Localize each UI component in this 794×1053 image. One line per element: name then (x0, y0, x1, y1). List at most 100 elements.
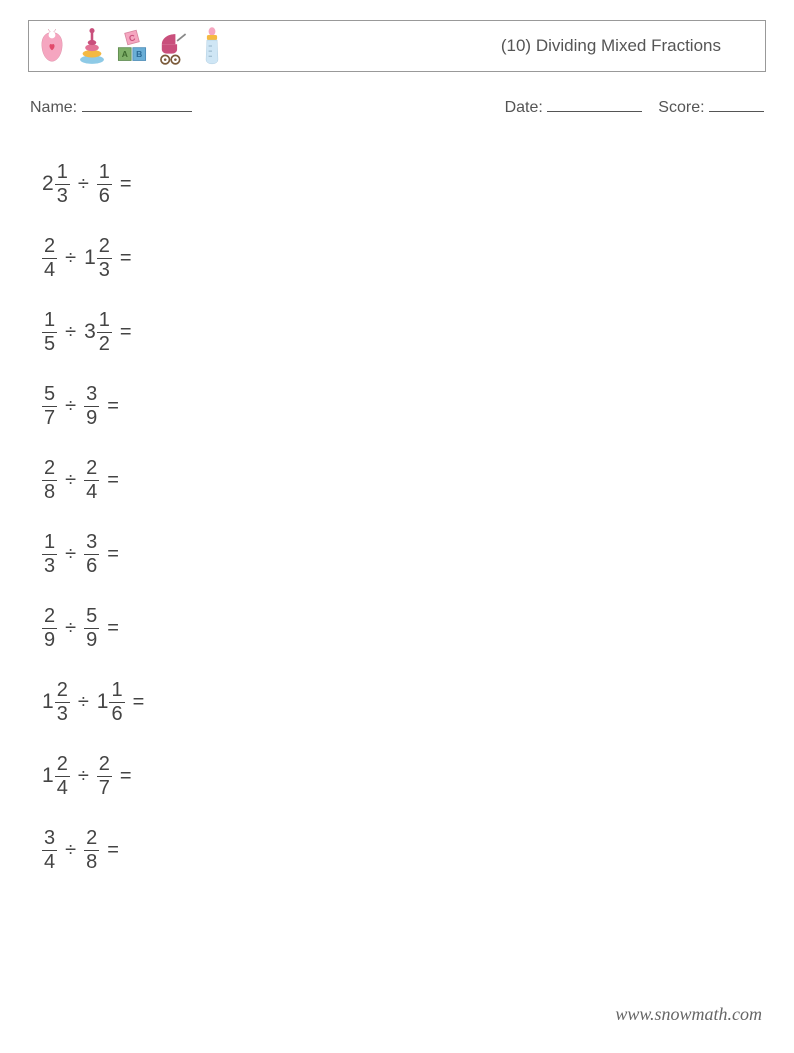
mixed-fraction: 28 (84, 828, 99, 873)
numerator: 2 (84, 458, 99, 479)
numerator: 1 (97, 310, 112, 331)
whole-part: 1 (84, 246, 97, 270)
numerator: 5 (84, 606, 99, 627)
footer-attribution: www.snowmath.com (615, 1004, 762, 1025)
whole-part: 3 (84, 320, 97, 344)
numerator: 2 (42, 606, 57, 627)
name-field: Name: (30, 98, 192, 117)
mixed-fraction: 16 (97, 162, 112, 207)
problem-row: 15÷312= (42, 295, 766, 369)
mixed-fraction: 29 (42, 606, 57, 651)
stroller-icon (155, 25, 189, 67)
denominator: 4 (42, 852, 57, 873)
fraction: 39 (84, 384, 99, 429)
equals-sign: = (99, 395, 119, 418)
mixed-fraction: 24 (84, 458, 99, 503)
mixed-fraction: 27 (97, 754, 112, 799)
numerator: 2 (97, 236, 112, 257)
fraction: 24 (84, 458, 99, 503)
division-operator: ÷ (57, 617, 84, 640)
mixed-fraction: 123 (42, 680, 70, 725)
numerator: 3 (42, 828, 57, 849)
division-operator: ÷ (57, 395, 84, 418)
division-operator: ÷ (57, 247, 84, 270)
fraction: 13 (55, 162, 70, 207)
blocks-icon: C A B (115, 25, 149, 67)
mixed-fraction: 15 (42, 310, 57, 355)
mixed-fraction: 28 (42, 458, 57, 503)
problem-row: 28÷24= (42, 443, 766, 517)
division-operator: ÷ (70, 691, 97, 714)
whole-part: 1 (97, 690, 110, 714)
equals-sign: = (112, 321, 132, 344)
denominator: 7 (42, 408, 57, 429)
equals-sign: = (125, 691, 145, 714)
fraction: 23 (55, 680, 70, 725)
fraction: 13 (42, 532, 57, 577)
equals-sign: = (99, 543, 119, 566)
mixed-fraction: 13 (42, 532, 57, 577)
bib-icon (35, 25, 69, 67)
numerator: 1 (42, 310, 57, 331)
fraction: 12 (97, 310, 112, 355)
denominator: 9 (84, 408, 99, 429)
fraction: 29 (42, 606, 57, 651)
fraction: 24 (55, 754, 70, 799)
stacking-rings-icon (75, 25, 109, 67)
denominator: 8 (42, 482, 57, 503)
fraction: 16 (109, 680, 124, 725)
problem-row: 13÷36= (42, 517, 766, 591)
fraction: 15 (42, 310, 57, 355)
mixed-fraction: 34 (42, 828, 57, 873)
score-field: Score: (658, 98, 764, 117)
worksheet-page: C A B (0, 0, 794, 1053)
meta-row: Name: Date: Score: (28, 98, 766, 117)
numerator: 2 (42, 236, 57, 257)
name-blank[interactable] (82, 98, 192, 112)
denominator: 3 (55, 704, 70, 725)
date-blank[interactable] (547, 98, 642, 112)
equals-sign: = (112, 173, 132, 196)
division-operator: ÷ (57, 543, 84, 566)
name-label: Name: (30, 99, 77, 116)
denominator: 6 (84, 556, 99, 577)
mixed-fraction: 24 (42, 236, 57, 281)
denominator: 8 (84, 852, 99, 873)
numerator: 2 (55, 754, 70, 775)
mixed-fraction: 59 (84, 606, 99, 651)
mixed-fraction: 36 (84, 532, 99, 577)
whole-part: 1 (42, 690, 55, 714)
denominator: 3 (97, 260, 112, 281)
svg-text:A: A (122, 49, 128, 59)
score-blank[interactable] (709, 98, 764, 112)
fraction: 28 (84, 828, 99, 873)
worksheet-title: (10) Dividing Mixed Fractions (501, 36, 751, 56)
numerator: 2 (55, 680, 70, 701)
problems-list: 213÷16=24÷123=15÷312=57÷39=28÷24=13÷36=2… (28, 147, 766, 887)
division-operator: ÷ (57, 321, 84, 344)
problem-row: 124÷27= (42, 739, 766, 813)
mixed-fraction: 312 (84, 310, 112, 355)
numerator: 1 (55, 162, 70, 183)
mixed-fraction: 12 3 (84, 236, 112, 281)
fraction: 28 (42, 458, 57, 503)
denominator: 6 (109, 704, 124, 725)
date-field: Date: (505, 98, 643, 117)
numerator: 3 (84, 384, 99, 405)
equals-sign: = (99, 617, 119, 640)
division-operator: ÷ (70, 173, 97, 196)
whole-part: 2 (42, 172, 55, 196)
baby-bottle-icon (195, 25, 229, 67)
equals-sign: = (112, 247, 132, 270)
numerator: 3 (84, 532, 99, 553)
denominator: 9 (84, 630, 99, 651)
header-box: C A B (28, 20, 766, 72)
mixed-fraction: 213 (42, 162, 70, 207)
numerator: 1 (42, 532, 57, 553)
numerator: 2 (97, 754, 112, 775)
denominator: 7 (97, 778, 112, 799)
mixed-fraction: 116 (97, 680, 125, 725)
fraction: 16 (97, 162, 112, 207)
svg-text:B: B (136, 49, 142, 59)
fraction: 59 (84, 606, 99, 651)
